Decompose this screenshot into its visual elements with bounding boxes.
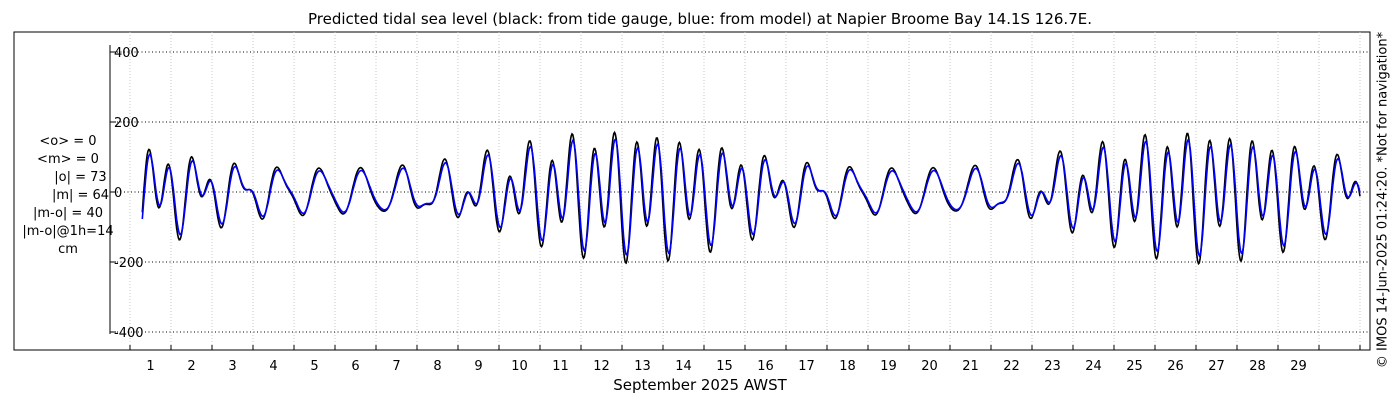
x-tick-label: 24 (1085, 359, 1102, 374)
x-tick-label: 27 (1208, 359, 1225, 374)
stats-panel: <o> = 0 <m> = 0 |o| = 73 |m| = 64 |m-o| … (6, 133, 130, 259)
series-tide-gauge (141, 130, 1361, 266)
x-ticks: 1 2 3 4 5 6 7 8 9 10 11 12 13 14 15 16 17 18 19 20 21 22 23 24 2… (129, 345, 1361, 374)
x-tick-label: 9 (474, 359, 482, 374)
y-tick-label: -400 (114, 326, 144, 341)
stat-abs-diff: |m-o| = 40 (32, 206, 103, 221)
series-model (141, 137, 1361, 258)
y-tick-label: 200 (114, 116, 139, 131)
stat-abs-model: |m| = 64 (51, 188, 110, 203)
x-tick-label: 26 (1167, 359, 1184, 374)
x-tick-label: 29 (1290, 359, 1307, 374)
x-tick-label: 10 (511, 359, 528, 374)
x-tick-label: 4 (269, 359, 277, 374)
stat-abs-obs: |o| = 73 (54, 170, 107, 185)
x-tick-label: 12 (593, 359, 610, 374)
y-tick-label: -200 (114, 256, 144, 271)
x-tick-label: 13 (634, 359, 651, 374)
x-tick-label: 3 (228, 359, 236, 374)
series-group (141, 130, 1361, 266)
x-tick-label: 6 (351, 359, 359, 374)
x-tick-label: 20 (921, 359, 938, 374)
x-tick-label: 16 (757, 359, 774, 374)
x-tick-label: 11 (552, 359, 569, 374)
x-tick-label: 19 (880, 359, 897, 374)
stat-abs-diff-1h: |m-o|@1h=14 (22, 224, 114, 239)
x-tick-label: 15 (716, 359, 733, 374)
x-tick-label: 21 (962, 359, 979, 374)
x-tick-label: 22 (1003, 359, 1020, 374)
stat-mean-obs: <o> = 0 (39, 134, 97, 149)
plot-area (13, 31, 1371, 351)
y-ticks: 400 200 0 -200 -400 (110, 46, 144, 341)
x-tick-label: 1 (146, 359, 154, 374)
x-tick-label: 14 (675, 359, 692, 374)
stat-mean-model: <m> = 0 (37, 152, 99, 167)
x-tick-label: 17 (798, 359, 815, 374)
y-grid (110, 51, 1370, 333)
y-tick-label: 0 (114, 186, 122, 201)
x-tick-label: 28 (1249, 359, 1266, 374)
chart-title: Predicted tidal sea level (black: from t… (307, 10, 1092, 28)
y-tick-label: 400 (114, 46, 139, 61)
x-tick-label: 2 (187, 359, 195, 374)
x-tick-label: 23 (1044, 359, 1061, 374)
credit-text: © IMOS 14-Jun-2025 01:24:20. *Not for na… (1375, 31, 1391, 369)
x-tick-label: 5 (310, 359, 318, 374)
x-tick-label: 7 (392, 359, 400, 374)
x-tick-label: 18 (839, 359, 856, 374)
x-axis-label: September 2025 AWST (613, 376, 787, 394)
stat-unit: cm (58, 242, 78, 257)
x-tick-label: 25 (1126, 359, 1143, 374)
x-tick-label: 8 (433, 359, 441, 374)
